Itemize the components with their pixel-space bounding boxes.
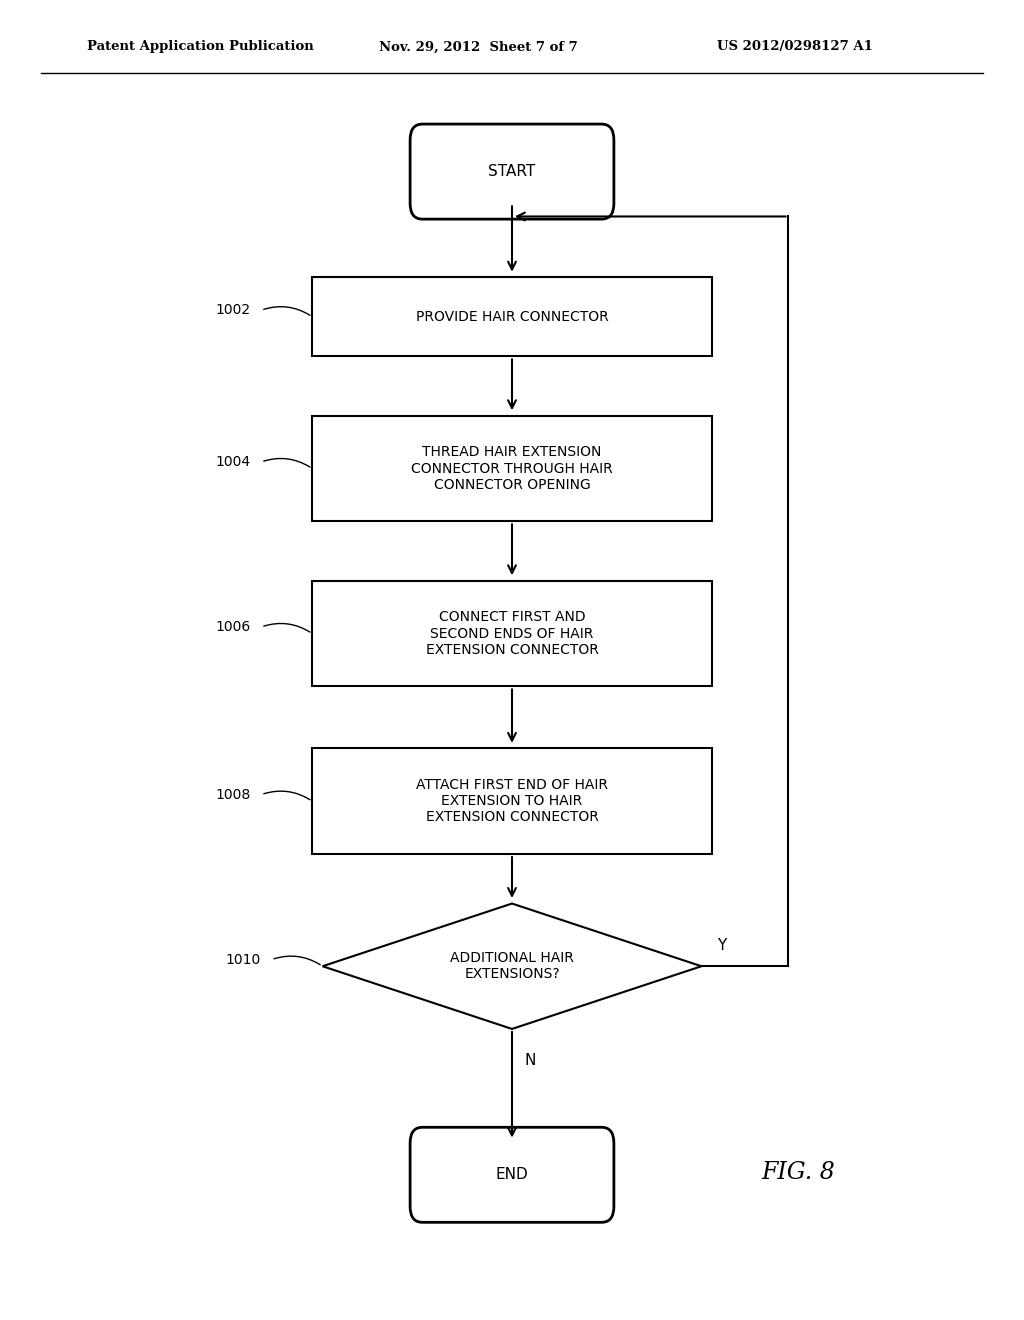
Text: 1006: 1006: [216, 620, 251, 634]
Text: N: N: [524, 1053, 536, 1068]
Text: ATTACH FIRST END OF HAIR
EXTENSION TO HAIR
EXTENSION CONNECTOR: ATTACH FIRST END OF HAIR EXTENSION TO HA…: [416, 777, 608, 825]
Text: END: END: [496, 1167, 528, 1183]
Text: PROVIDE HAIR CONNECTOR: PROVIDE HAIR CONNECTOR: [416, 310, 608, 323]
Text: Nov. 29, 2012  Sheet 7 of 7: Nov. 29, 2012 Sheet 7 of 7: [379, 41, 578, 53]
Bar: [312, 277, 712, 356]
Text: 1004: 1004: [216, 455, 251, 469]
Text: CONNECT FIRST AND
SECOND ENDS OF HAIR
EXTENSION CONNECTOR: CONNECT FIRST AND SECOND ENDS OF HAIR EX…: [426, 610, 598, 657]
Bar: [312, 748, 712, 854]
Bar: [312, 581, 712, 686]
Text: 1008: 1008: [216, 788, 251, 801]
Text: 1010: 1010: [226, 953, 261, 966]
Text: 1002: 1002: [216, 304, 251, 317]
Text: THREAD HAIR EXTENSION
CONNECTOR THROUGH HAIR
CONNECTOR OPENING: THREAD HAIR EXTENSION CONNECTOR THROUGH …: [411, 445, 613, 492]
Text: Patent Application Publication: Patent Application Publication: [87, 41, 313, 53]
Polygon shape: [323, 903, 701, 1030]
Text: START: START: [488, 164, 536, 180]
Bar: [312, 416, 712, 521]
Text: Y: Y: [717, 939, 726, 953]
Text: US 2012/0298127 A1: US 2012/0298127 A1: [717, 41, 872, 53]
Text: FIG. 8: FIG. 8: [762, 1160, 836, 1184]
FancyBboxPatch shape: [410, 1127, 613, 1222]
Text: ADDITIONAL HAIR
EXTENSIONS?: ADDITIONAL HAIR EXTENSIONS?: [451, 952, 573, 981]
FancyBboxPatch shape: [410, 124, 613, 219]
